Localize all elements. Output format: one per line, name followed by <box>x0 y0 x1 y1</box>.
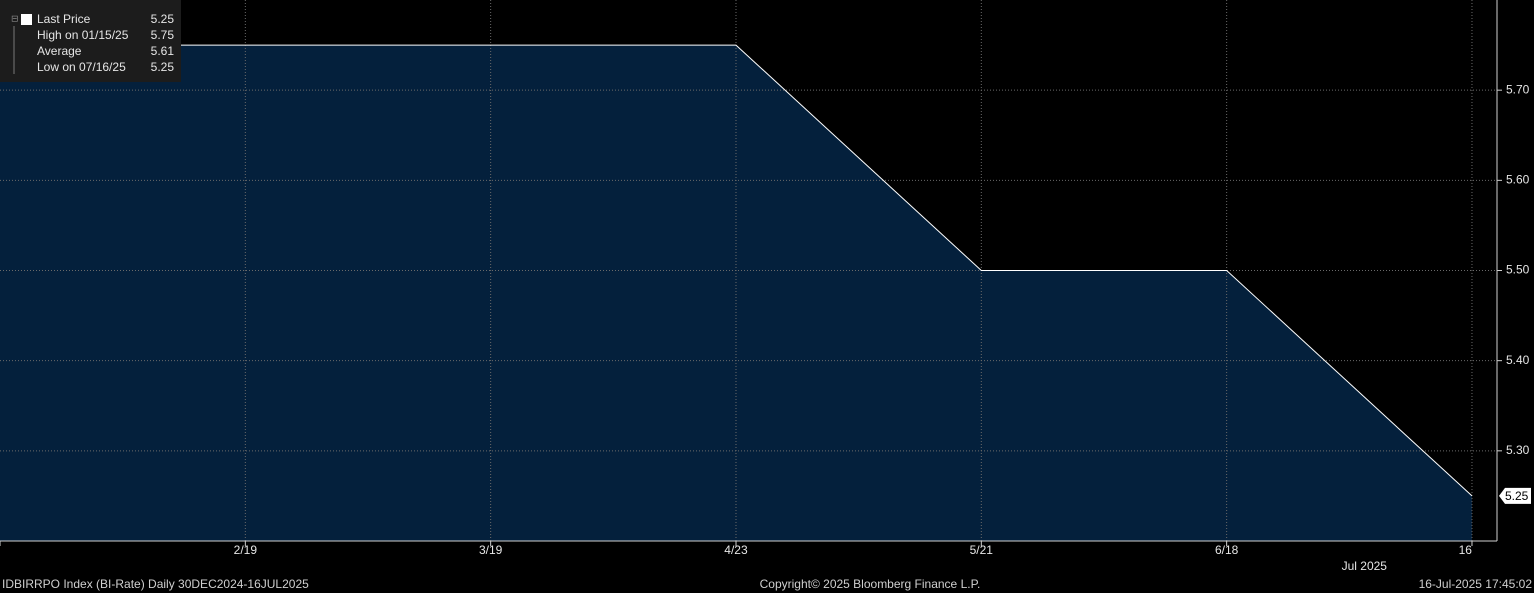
x-tick-label: 6/18 <box>1215 543 1239 557</box>
x-sublabel: Jul 2025 <box>1342 559 1388 573</box>
x-tick-label: 5/21 <box>970 543 994 557</box>
x-tick-label: 3/19 <box>479 543 503 557</box>
y-tick-label: 5.30 <box>1506 443 1530 457</box>
line <box>0 44 1473 497</box>
x-tick-label: 16 <box>1459 543 1473 557</box>
last-price-label: 5.25 <box>1505 489 1529 503</box>
plot-area: 5.30 5.40 5.50 5.60 5.70 2/19 3/19 4/23 5/21 6/18… <box>0 0 1530 573</box>
legend-value: 5.25 <box>151 60 175 74</box>
legend-value: 5.75 <box>151 28 175 42</box>
legend-label: Last Price <box>37 12 91 26</box>
legend: ⊟ Last Price 5.25 High on 01/15/25 5.75 … <box>0 0 181 82</box>
footer-right: 16-Jul-2025 17:45:02 <box>1419 577 1533 591</box>
legend-label: Low on 07/16/25 <box>37 60 126 74</box>
legend-value: 5.61 <box>151 44 175 58</box>
footer-center: Copyright© 2025 Bloomberg Finance L.P. <box>760 577 981 591</box>
legend-label: Average <box>37 44 82 58</box>
y-tick-label: 5.40 <box>1506 353 1530 367</box>
legend-collapse: ⊟ <box>11 13 19 23</box>
legend-label: High on 01/15/25 <box>37 28 129 42</box>
legend-value: 5.25 <box>151 12 175 26</box>
last-price-tag <box>1499 487 1531 504</box>
footer-left: IDBIRRPO Index (BI-Rate) Daily 30DEC2024… <box>2 577 309 591</box>
area <box>0 45 1472 541</box>
y-tick-label: 5.60 <box>1506 173 1530 187</box>
y-tick-label: 5.50 <box>1506 263 1530 277</box>
x-tick-label: 2/19 <box>234 543 258 557</box>
x-tick-label: 4/23 <box>724 543 748 557</box>
legend-swatch <box>21 14 32 25</box>
y-tick-label: 5.70 <box>1506 82 1530 96</box>
legend-box <box>0 0 181 82</box>
